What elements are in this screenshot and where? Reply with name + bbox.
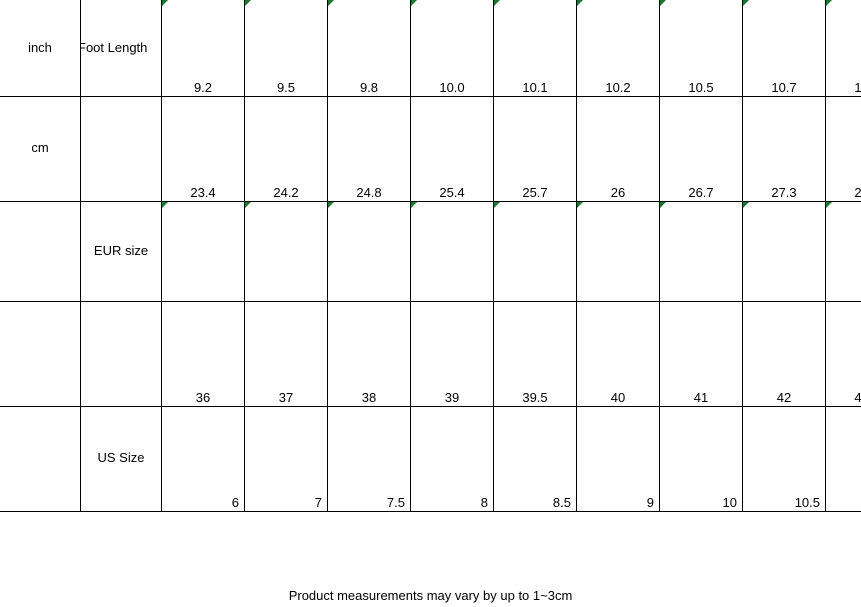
measurement-disclaimer: Product measurements may vary by up to 1… (288, 588, 573, 603)
row-name-label-eur-size: EUR size (80, 201, 162, 302)
row-name-label-us-size: US Size (80, 406, 162, 512)
cell-eur-spacer-6 (576, 201, 660, 302)
cell-eur-spacer-9 (825, 201, 861, 302)
cell-cm-4: 25.4 (410, 96, 494, 202)
table-row: inch Foot Length 9.2 9.5 9.8 10.0 10.1 1… (0, 0, 861, 97)
cell-eur-spacer-3 (327, 201, 411, 302)
size-chart-spreadsheet: inch Foot Length 9.2 9.5 9.8 10.0 10.1 1… (0, 0, 861, 512)
cell-eur-5: 39.5 (493, 301, 577, 407)
cell-cm-2: 24.2 (244, 96, 328, 202)
cell-inch-6: 10.2 (576, 0, 660, 97)
cell-inch-9: 10.9 (825, 0, 861, 97)
cell-us-7: 10 (659, 406, 743, 512)
cell-inch-3: 9.8 (327, 0, 411, 97)
row-unit-label-us (0, 406, 81, 512)
table-row: EUR size (0, 201, 861, 302)
cell-inch-8: 10.7 (742, 0, 826, 97)
cell-eur-spacer-5 (493, 201, 577, 302)
cell-cm-9: 27.7 (825, 96, 861, 202)
row-unit-label-inch: inch (0, 0, 81, 97)
cell-eur-1: 36 (161, 301, 245, 407)
cell-us-3: 7.5 (327, 406, 411, 512)
table-row: cm 23.4 24.2 24.8 25.4 25.7 26 26.7 27.3… (0, 96, 861, 202)
cell-us-8: 10.5 (742, 406, 826, 512)
cell-eur-spacer-2 (244, 201, 328, 302)
table-row: 36 37 38 39 39.5 40 41 42 42.5 43 (0, 301, 861, 407)
cell-cm-8: 27.3 (742, 96, 826, 202)
row-unit-label-eur-spacer (0, 201, 81, 302)
cell-us-9: 11 (825, 406, 861, 512)
cell-us-4: 8 (410, 406, 494, 512)
cell-inch-7: 10.5 (659, 0, 743, 97)
cell-eur-4: 39 (410, 301, 494, 407)
cell-eur-8: 42 (742, 301, 826, 407)
row-unit-label-eur (0, 301, 81, 407)
row-name-label-eur-blank (80, 301, 162, 407)
cell-eur-7: 41 (659, 301, 743, 407)
table-row: US Size 6 7 7.5 8 8.5 9 10 10.5 11 11.5 (0, 406, 861, 512)
cell-inch-2: 9.5 (244, 0, 328, 97)
cell-eur-9: 42.5 (825, 301, 861, 407)
cell-inch-4: 10.0 (410, 0, 494, 97)
cell-inch-1: 9.2 (161, 0, 245, 97)
cell-eur-2: 37 (244, 301, 328, 407)
cell-us-6: 9 (576, 406, 660, 512)
size-chart-body: inch Foot Length 9.2 9.5 9.8 10.0 10.1 1… (0, 0, 861, 512)
cell-eur-spacer-8 (742, 201, 826, 302)
cell-eur-3: 38 (327, 301, 411, 407)
row-unit-label-cm: cm (0, 96, 81, 202)
cell-us-2: 7 (244, 406, 328, 512)
row-name-label-foot-length-text: Foot Length (80, 40, 148, 55)
cell-inch-5: 10.1 (493, 0, 577, 97)
cell-us-1: 6 (161, 406, 245, 512)
row-name-label-foot-length: Foot Length (80, 0, 162, 97)
cell-cm-1: 23.4 (161, 96, 245, 202)
cell-eur-spacer-1 (161, 201, 245, 302)
cell-eur-spacer-7 (659, 201, 743, 302)
cell-us-5: 8.5 (493, 406, 577, 512)
cell-cm-5: 25.7 (493, 96, 577, 202)
cell-eur-spacer-4 (410, 201, 494, 302)
size-chart-table: inch Foot Length 9.2 9.5 9.8 10.0 10.1 1… (0, 0, 861, 512)
cell-cm-6: 26 (576, 96, 660, 202)
cell-cm-7: 26.7 (659, 96, 743, 202)
row-name-label-cm (80, 96, 162, 202)
cell-cm-3: 24.8 (327, 96, 411, 202)
cell-eur-6: 40 (576, 301, 660, 407)
